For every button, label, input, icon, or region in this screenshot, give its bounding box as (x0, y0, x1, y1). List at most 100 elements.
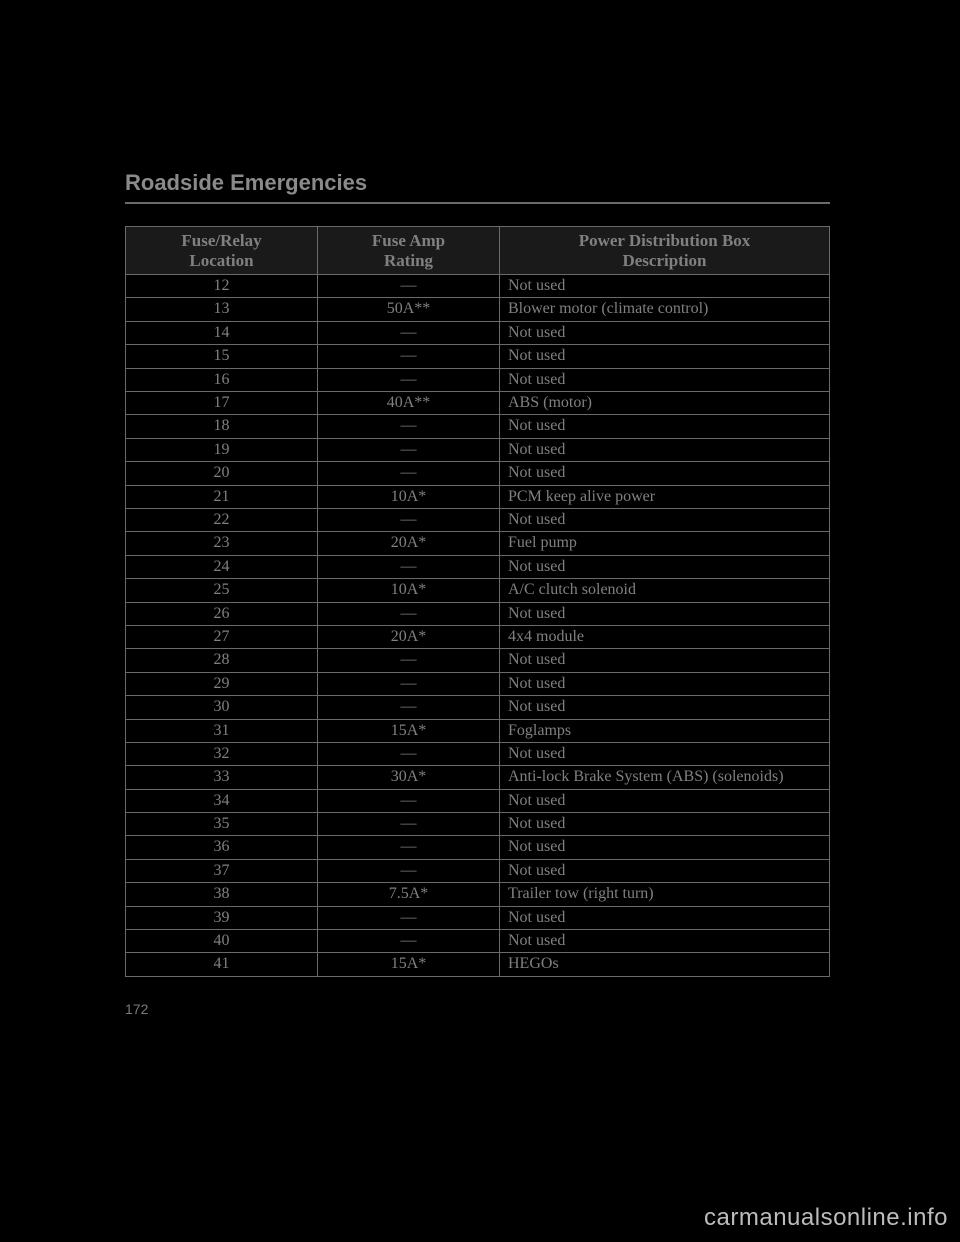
cell-amp: — (318, 368, 500, 391)
cell-location: 32 (126, 742, 318, 765)
cell-amp: — (318, 345, 500, 368)
section-title: Roadside Emergencies (125, 170, 830, 204)
cell-description: Not used (500, 321, 830, 344)
table-row: 37—Not used (126, 859, 830, 882)
cell-amp: — (318, 906, 500, 929)
table-row: 2510A*A/C clutch solenoid (126, 579, 830, 602)
cell-location: 35 (126, 813, 318, 836)
cell-amp: 30A* (318, 766, 500, 789)
table-row: 2720A*4x4 module (126, 625, 830, 648)
table-header: Fuse/Relay Location Fuse Amp Rating Powe… (126, 227, 830, 275)
table-row: 36—Not used (126, 836, 830, 859)
cell-location: 21 (126, 485, 318, 508)
col-header-description-l2: Description (622, 251, 706, 270)
col-header-amp: Fuse Amp Rating (318, 227, 500, 275)
cell-location: 14 (126, 321, 318, 344)
cell-description: 4x4 module (500, 625, 830, 648)
col-header-description: Power Distribution Box Description (500, 227, 830, 275)
cell-amp: — (318, 649, 500, 672)
col-header-description-l1: Power Distribution Box (579, 231, 751, 250)
cell-description: Not used (500, 813, 830, 836)
fuse-table: Fuse/Relay Location Fuse Amp Rating Powe… (125, 226, 830, 977)
cell-description: Blower motor (climate control) (500, 298, 830, 321)
table-row: 32—Not used (126, 742, 830, 765)
cell-location: 25 (126, 579, 318, 602)
cell-amp: — (318, 415, 500, 438)
cell-description: Not used (500, 672, 830, 695)
cell-location: 30 (126, 696, 318, 719)
cell-amp: — (318, 696, 500, 719)
cell-location: 31 (126, 719, 318, 742)
cell-description: Fuel pump (500, 532, 830, 555)
cell-location: 28 (126, 649, 318, 672)
table-row: 12—Not used (126, 275, 830, 298)
cell-location: 26 (126, 602, 318, 625)
cell-location: 18 (126, 415, 318, 438)
cell-description: Not used (500, 345, 830, 368)
cell-location: 29 (126, 672, 318, 695)
cell-description: Not used (500, 462, 830, 485)
cell-location: 22 (126, 509, 318, 532)
cell-amp: — (318, 859, 500, 882)
table-row: 3115A*Foglamps (126, 719, 830, 742)
cell-description: Not used (500, 649, 830, 672)
col-header-location-l1: Fuse/Relay (181, 231, 261, 250)
cell-amp: 50A** (318, 298, 500, 321)
cell-location: 19 (126, 438, 318, 461)
cell-description: Not used (500, 742, 830, 765)
col-header-location: Fuse/Relay Location (126, 227, 318, 275)
cell-amp: — (318, 321, 500, 344)
cell-amp: 7.5A* (318, 883, 500, 906)
cell-description: Trailer tow (right turn) (500, 883, 830, 906)
cell-location: 38 (126, 883, 318, 906)
cell-description: Not used (500, 696, 830, 719)
cell-description: Not used (500, 602, 830, 625)
table-row: 40—Not used (126, 930, 830, 953)
cell-location: 33 (126, 766, 318, 789)
cell-amp: — (318, 509, 500, 532)
table-row: 34—Not used (126, 789, 830, 812)
cell-description: Not used (500, 906, 830, 929)
cell-amp: — (318, 275, 500, 298)
cell-description: Not used (500, 859, 830, 882)
cell-amp: — (318, 602, 500, 625)
cell-location: 34 (126, 789, 318, 812)
cell-amp: 40A** (318, 392, 500, 415)
cell-description: Not used (500, 368, 830, 391)
cell-amp: 20A* (318, 532, 500, 555)
table-row: 1740A**ABS (motor) (126, 392, 830, 415)
table-row: 20—Not used (126, 462, 830, 485)
cell-amp: — (318, 742, 500, 765)
table-row: 387.5A*Trailer tow (right turn) (126, 883, 830, 906)
cell-amp: — (318, 836, 500, 859)
cell-description: PCM keep alive power (500, 485, 830, 508)
cell-location: 27 (126, 625, 318, 648)
cell-location: 40 (126, 930, 318, 953)
cell-location: 12 (126, 275, 318, 298)
cell-amp: — (318, 789, 500, 812)
cell-description: Not used (500, 509, 830, 532)
cell-description: Not used (500, 555, 830, 578)
table-header-row: Fuse/Relay Location Fuse Amp Rating Powe… (126, 227, 830, 275)
manual-page: Roadside Emergencies Fuse/Relay Location… (125, 170, 830, 1017)
cell-amp: — (318, 462, 500, 485)
table-row: 1350A**Blower motor (climate control) (126, 298, 830, 321)
table-body: 12—Not used1350A**Blower motor (climate … (126, 275, 830, 977)
table-row: 24—Not used (126, 555, 830, 578)
cell-location: 37 (126, 859, 318, 882)
cell-amp: 15A* (318, 719, 500, 742)
table-row: 22—Not used (126, 509, 830, 532)
cell-amp: 10A* (318, 579, 500, 602)
cell-amp: 15A* (318, 953, 500, 976)
cell-description: A/C clutch solenoid (500, 579, 830, 602)
cell-location: 23 (126, 532, 318, 555)
watermark-text: carmanualsonline.info (704, 1204, 948, 1232)
cell-description: Anti-lock Brake System (ABS) (solenoids) (500, 766, 830, 789)
cell-description: HEGOs (500, 953, 830, 976)
table-row: 26—Not used (126, 602, 830, 625)
cell-amp: — (318, 438, 500, 461)
cell-description: Not used (500, 930, 830, 953)
table-row: 15—Not used (126, 345, 830, 368)
table-row: 29—Not used (126, 672, 830, 695)
cell-description: Not used (500, 789, 830, 812)
